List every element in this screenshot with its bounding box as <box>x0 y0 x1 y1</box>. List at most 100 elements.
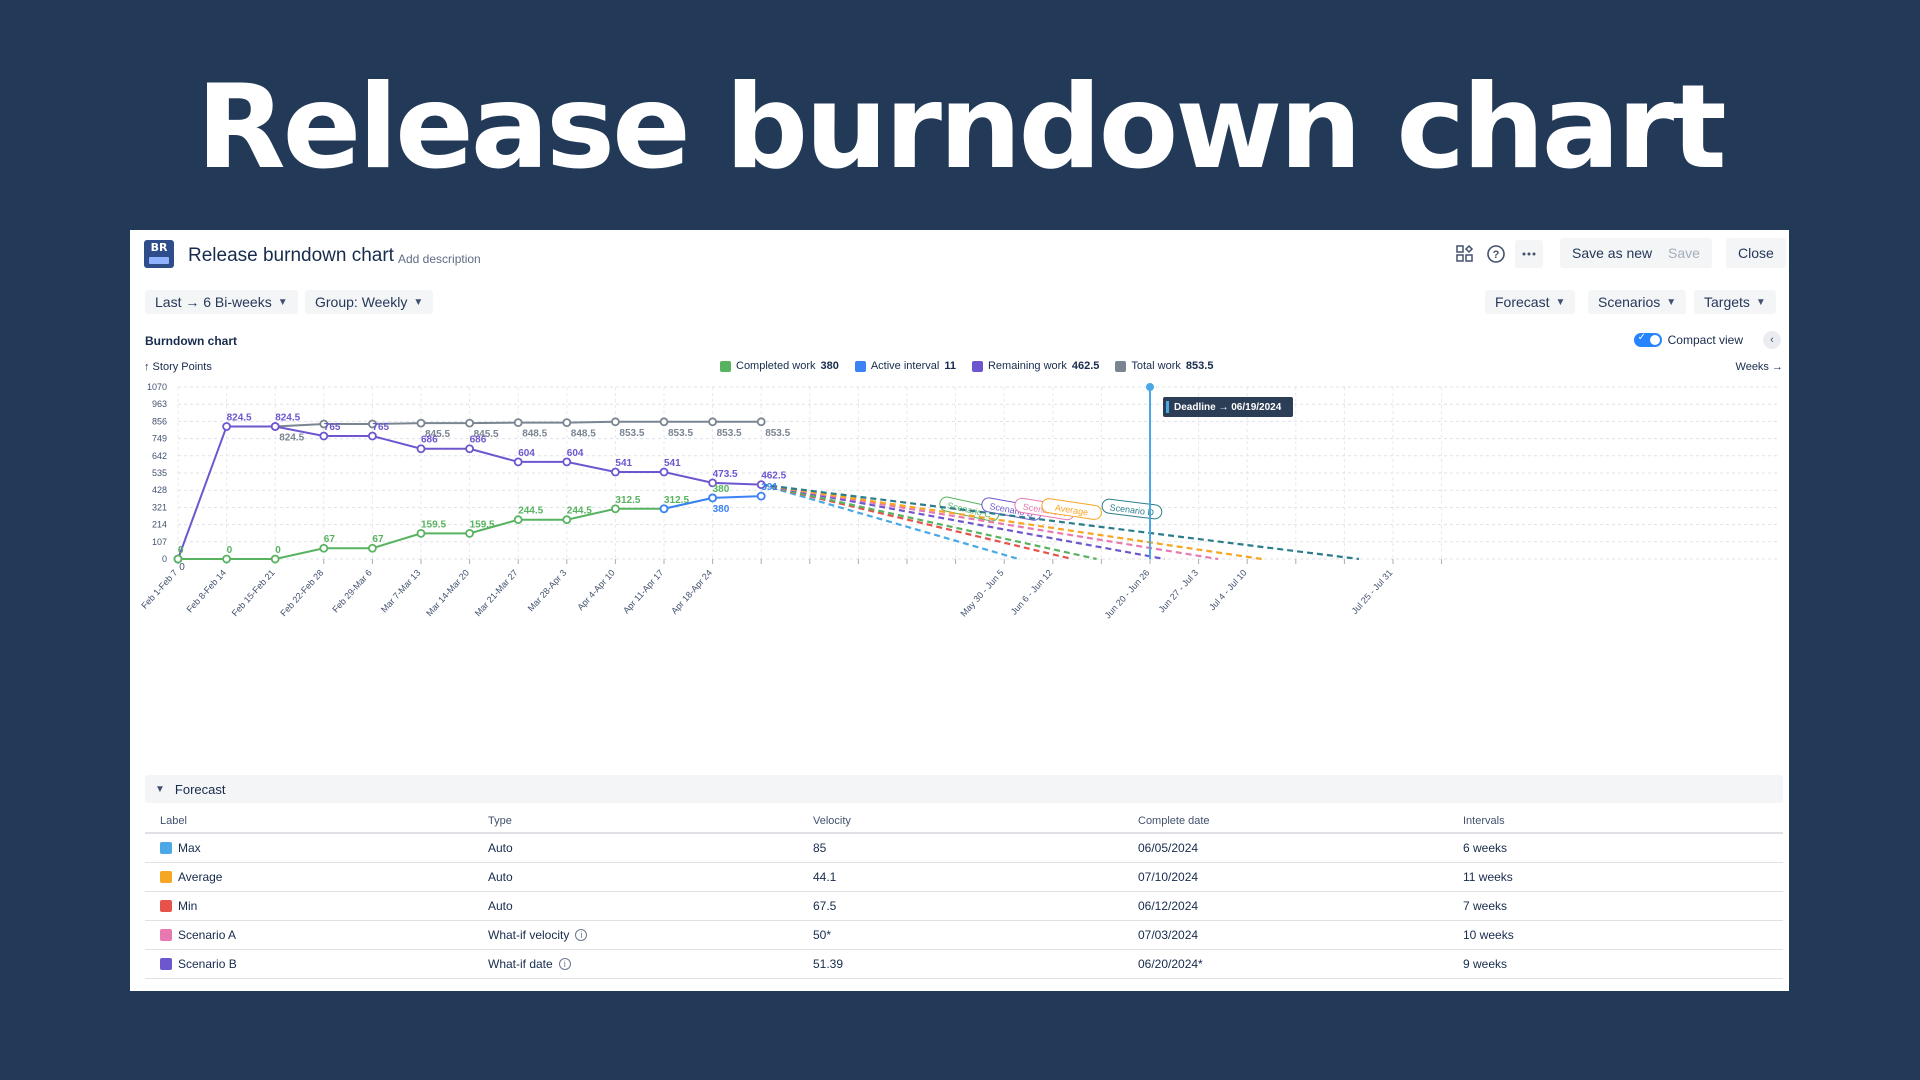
forecast-intervals-cell: 6 weeks <box>1463 841 1508 855</box>
close-button[interactable]: Close <box>1726 238 1786 268</box>
range-dropdown[interactable]: Last → 6 Bi-weeks ▼ <box>145 290 298 314</box>
targets-dropdown[interactable]: Targets ▼ <box>1694 290 1776 314</box>
data-point <box>465 444 475 454</box>
data-label: 473.5 <box>713 469 738 480</box>
data-point <box>319 543 329 553</box>
forecast-label-cell: Scenario B <box>160 950 237 978</box>
forecast-section-header[interactable]: ▼ Forecast <box>145 775 1783 803</box>
legend-value: 853.5 <box>1185 360 1214 372</box>
forecast-date-cell: 06/05/2024 <box>1138 841 1199 855</box>
data-label: 0 <box>178 545 184 556</box>
forecast-type-cell: What-if date i <box>488 950 571 978</box>
toggle-switch[interactable]: ✓ <box>1633 332 1662 347</box>
data-label: 824.5 <box>275 412 300 423</box>
info-icon[interactable]: i <box>575 929 588 941</box>
y-axis-title: ↑ Story Points <box>144 361 212 373</box>
forecast-line <box>761 483 1219 561</box>
legend-item[interactable]: Total work 853.5 <box>1115 360 1213 372</box>
y-tick-label: 1070 <box>147 382 167 392</box>
y-tick-label: 856 <box>152 416 167 426</box>
series-line <box>178 496 713 560</box>
x-tick-label: Feb 22-Feb 28 <box>278 568 325 619</box>
info-icon[interactable]: i <box>558 958 571 970</box>
data-point <box>708 478 717 488</box>
x-tick-label: Jun 27 - Jul 3 <box>1157 568 1201 615</box>
save-as-new-button[interactable]: Save as new <box>1560 238 1665 268</box>
forecast-table: Label Type Velocity Complete date Intervals M… <box>145 810 1783 979</box>
table-row[interactable]: Scenario B What-if date i 51.39 06/20/2024*… <box>145 950 1783 979</box>
data-label: 462.5 <box>761 471 786 482</box>
svg-text:?: ? <box>1493 249 1500 261</box>
forecast-label-bg <box>939 496 1000 522</box>
forecast-label-text: Average <box>1054 503 1088 518</box>
forecast-label-cell: Min <box>160 892 197 920</box>
y-tick-label: 428 <box>152 485 167 495</box>
data-label: 765 <box>324 422 341 433</box>
table-row[interactable]: Scenario A What-if velocity i 50* 07/03/202… <box>145 921 1783 950</box>
legend-item[interactable]: Active interval 11 <box>854 360 956 372</box>
legend-swatch <box>1115 360 1127 372</box>
legend-value: 462.5 <box>1071 360 1100 372</box>
data-label: 159.5 <box>470 519 495 530</box>
add-description-link[interactable]: Add description <box>398 252 481 266</box>
forecast-dropdown[interactable]: Forecast ▼ <box>1485 290 1576 314</box>
deadline-label: Deadline → 06/19/2024 <box>1174 402 1282 413</box>
forecast-label-bg <box>1041 498 1102 520</box>
compact-view-toggle[interactable]: ✓ Compact view <box>1633 332 1743 347</box>
x-tick-label: Jul 4 - Jul 10 <box>1207 568 1249 613</box>
data-label: 853.5 <box>619 428 644 439</box>
more-icon[interactable] <box>1515 240 1543 268</box>
collapse-panel-button[interactable]: ‹ <box>1763 331 1781 349</box>
data-label: 380 <box>713 504 730 515</box>
data-label: 244.5 <box>567 506 592 517</box>
legend-swatch <box>854 360 866 372</box>
scenarios-dropdown[interactable]: Scenarios ▼ <box>1588 290 1687 314</box>
x-tick-label: Mar 28-Apr 3 <box>526 568 569 614</box>
forecast-line <box>760 483 1020 561</box>
data-point <box>513 418 523 428</box>
data-point <box>270 422 280 431</box>
data-label: 604 <box>518 448 535 459</box>
logo-chart-icon <box>149 257 169 264</box>
data-label: 541 <box>615 458 632 469</box>
x-tick-label: Apr 4-Apr 10 <box>575 568 617 613</box>
logo-text: BR <box>150 241 168 254</box>
x-tick-label: Apr 11-Apr 17 <box>621 568 665 616</box>
layout-icon[interactable] <box>1451 240 1479 268</box>
forecast-intervals-cell: 9 weeks <box>1463 957 1508 971</box>
save-button[interactable]: Save <box>1656 238 1712 268</box>
forecast-intervals-cell: 11 weeks <box>1463 870 1513 884</box>
data-label: 312.5 <box>664 495 689 506</box>
data-point <box>659 417 669 427</box>
data-label: 686 <box>421 435 438 446</box>
x-tick-label: Jul 25 - Jul 31 <box>1350 568 1395 616</box>
column-header: Velocity <box>813 815 851 827</box>
x-tick-label: Feb 29-Mar 6 <box>330 568 374 615</box>
chevron-down-icon: ▼ <box>1755 296 1766 308</box>
data-point <box>319 419 329 429</box>
forecast-velocity-cell: 51.39 <box>813 957 844 971</box>
data-point <box>708 493 717 503</box>
help-icon[interactable]: ? <box>1482 240 1510 268</box>
forecast-velocity-cell: 50* <box>813 928 832 942</box>
data-point <box>222 554 231 564</box>
y-tick-label: 642 <box>152 451 167 461</box>
table-row[interactable]: Min Auto 67.5 06/12/2024 7 weeks <box>145 892 1783 921</box>
table-row[interactable]: Max Auto 85 06/05/2024 6 weeks <box>145 834 1783 863</box>
data-label: 853.5 <box>717 428 742 439</box>
y-tick-label: 535 <box>152 468 167 478</box>
column-header: Label <box>160 815 187 827</box>
legend-value: 380 <box>820 360 839 372</box>
forecast-label-cell: Max <box>160 834 201 862</box>
page-title[interactable]: Release burndown chart <box>188 245 394 266</box>
forecast-line <box>761 483 1165 561</box>
legend-item[interactable]: Completed work 380 <box>720 360 839 372</box>
data-point <box>513 515 523 525</box>
table-row[interactable]: Average Auto 44.1 07/10/2024 11 weeks <box>145 863 1783 892</box>
legend-label: Total work <box>1131 360 1181 372</box>
group-dropdown[interactable]: Group: Weekly ▼ <box>305 290 434 314</box>
data-label: 67 <box>324 534 336 545</box>
forecast-date-cell: 07/03/2024 <box>1138 928 1199 942</box>
legend-item[interactable]: Remaining work 462.5 <box>971 360 1100 372</box>
x-tick-label: Feb 15-Feb 21 <box>230 568 277 619</box>
